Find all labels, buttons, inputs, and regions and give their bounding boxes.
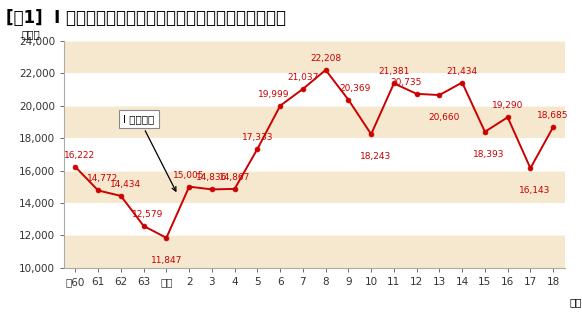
Text: 22,208: 22,208 [310, 54, 341, 63]
Text: 14,772: 14,772 [87, 175, 118, 184]
Bar [64, 235, 565, 268]
Text: （人）: （人） [22, 29, 40, 39]
Text: 20,735: 20,735 [390, 78, 421, 87]
Text: 15,005: 15,005 [173, 171, 205, 180]
Text: 16,222: 16,222 [64, 151, 95, 160]
Text: （年度）: （年度） [570, 297, 582, 307]
Bar [64, 41, 565, 73]
Text: 14,434: 14,434 [109, 180, 141, 189]
Bar [64, 106, 565, 138]
Text: 20,660: 20,660 [428, 113, 459, 122]
Text: 18,393: 18,393 [473, 150, 505, 159]
Text: 21,434: 21,434 [446, 66, 478, 76]
Text: [図1]  I 種試験（行政・法律・経済区分）申込者数の推移: [図1] I 種試験（行政・法律・経済区分）申込者数の推移 [6, 9, 286, 27]
Text: I 種行法経: I 種行法経 [123, 114, 176, 191]
Text: 20,369: 20,369 [340, 84, 371, 93]
Text: 21,381: 21,381 [378, 67, 410, 77]
Text: 18,243: 18,243 [360, 152, 391, 161]
Text: 11,847: 11,847 [151, 256, 182, 265]
Bar [64, 170, 565, 203]
Text: 14,867: 14,867 [219, 173, 250, 182]
Text: 19,999: 19,999 [257, 90, 289, 99]
Text: 14,836: 14,836 [196, 174, 228, 182]
Text: 17,333: 17,333 [242, 133, 273, 142]
Text: 18,685: 18,685 [537, 111, 569, 120]
Text: 12,579: 12,579 [132, 210, 164, 219]
Text: 21,037: 21,037 [288, 73, 318, 82]
Text: 19,290: 19,290 [492, 101, 523, 110]
Text: 16,143: 16,143 [519, 186, 550, 195]
